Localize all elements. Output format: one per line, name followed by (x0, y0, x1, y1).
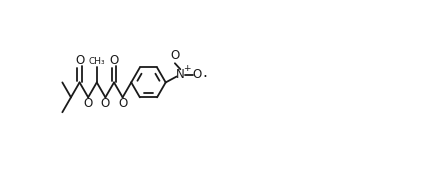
Text: O: O (170, 49, 180, 62)
Text: O: O (101, 97, 110, 110)
Text: N: N (176, 68, 185, 81)
Text: O: O (118, 97, 127, 110)
Text: CH₃: CH₃ (89, 57, 105, 66)
Text: O: O (109, 54, 119, 67)
Text: O: O (83, 97, 93, 110)
Text: +: + (183, 64, 191, 73)
Text: ·: · (202, 70, 207, 85)
Text: O: O (192, 68, 201, 81)
Text: O: O (75, 54, 84, 67)
